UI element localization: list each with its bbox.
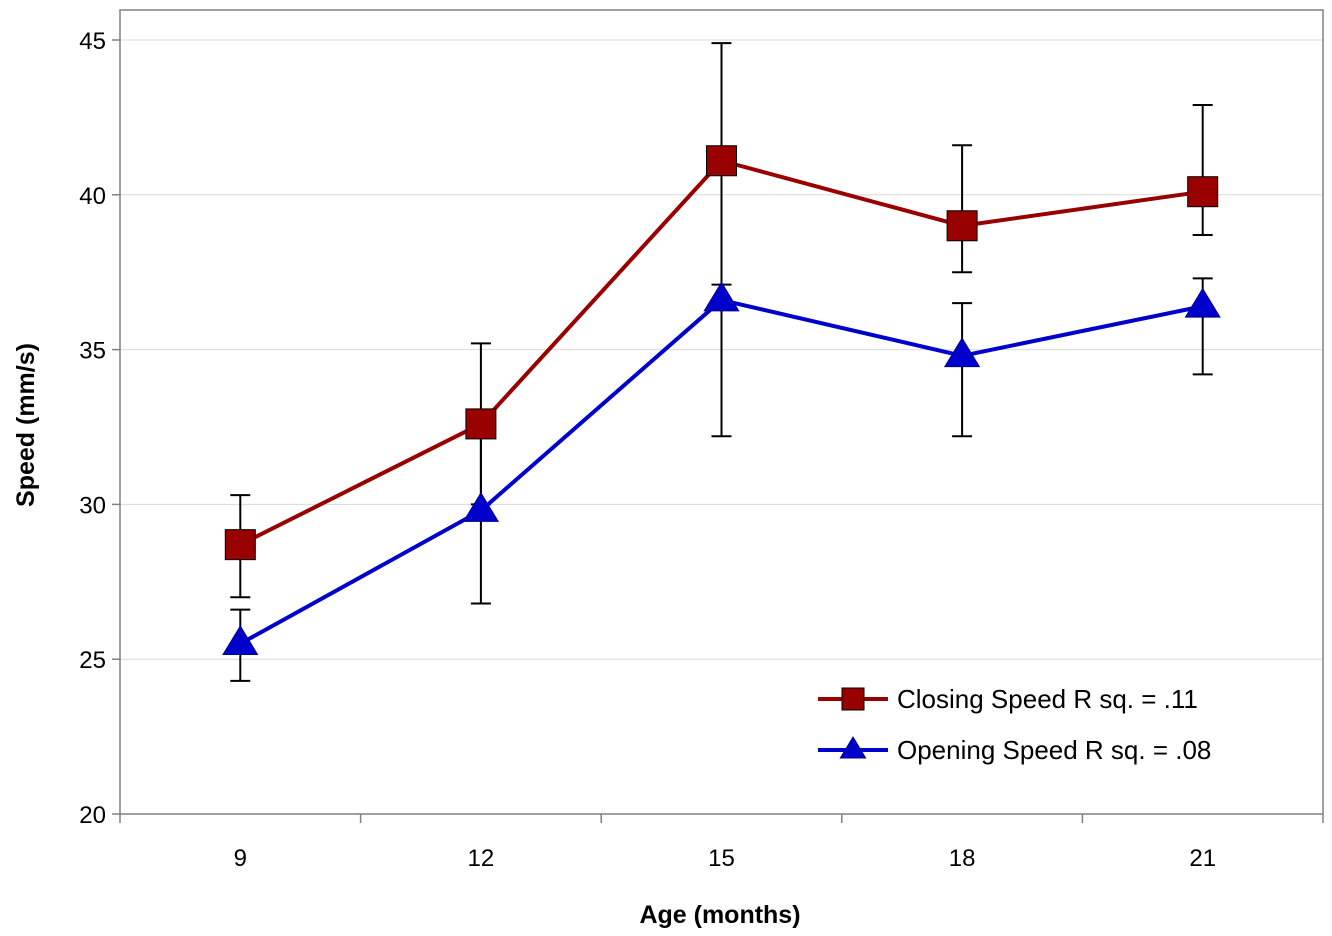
closing-speed-point (224, 529, 256, 561)
x-tick-label: 12 (468, 845, 495, 872)
x-tick-label: 9 (234, 845, 247, 872)
x-tick-label: 18 (949, 845, 976, 872)
error-bar (952, 144, 973, 274)
x-axis-title: Age (months) (639, 901, 800, 929)
opening-speed-point (703, 281, 740, 312)
y-tick-label: 20 (79, 802, 106, 829)
legend: Closing Speed R sq. = .11 Opening Speed R… (818, 684, 1211, 765)
legend-label: Opening Speed R sq. = .08 (897, 735, 1211, 765)
closing-speed-point (946, 210, 978, 242)
error-bar (1192, 104, 1213, 237)
y-axis-title: Speed (mm/s) (12, 343, 40, 507)
legend-item: Opening Speed R sq. = .08 (818, 735, 1211, 765)
closing-speed-point (706, 145, 737, 177)
closing-speed-point (465, 408, 497, 440)
series-markers (222, 145, 1221, 656)
legend-square-marker (841, 687, 865, 711)
opening-speed-point (1184, 287, 1221, 318)
error-bars (230, 42, 1213, 682)
error-bar (952, 302, 973, 438)
opening-speed-point (943, 337, 981, 368)
plot-area-frame (119, 9, 1324, 815)
axes: 20 25 30 35 40 45 9 12 15 18 21 (79, 28, 1324, 872)
y-tick-label: 25 (79, 647, 106, 674)
legend-triangle-marker (839, 736, 867, 759)
y-tick-label: 30 (79, 492, 106, 519)
y-tick-label: 45 (79, 28, 106, 55)
x-tick-label: 21 (1189, 845, 1216, 872)
x-tick-label: 15 (708, 845, 735, 872)
y-tick-label: 35 (79, 338, 106, 365)
opening-speed-point (222, 625, 259, 656)
y-tick-label: 40 (79, 183, 106, 210)
legend-item: Closing Speed R sq. = .11 (818, 684, 1198, 714)
closing-speed-point (1187, 176, 1219, 208)
legend-label: Closing Speed R sq. = .11 (897, 684, 1198, 714)
opening-speed-point (462, 491, 500, 522)
